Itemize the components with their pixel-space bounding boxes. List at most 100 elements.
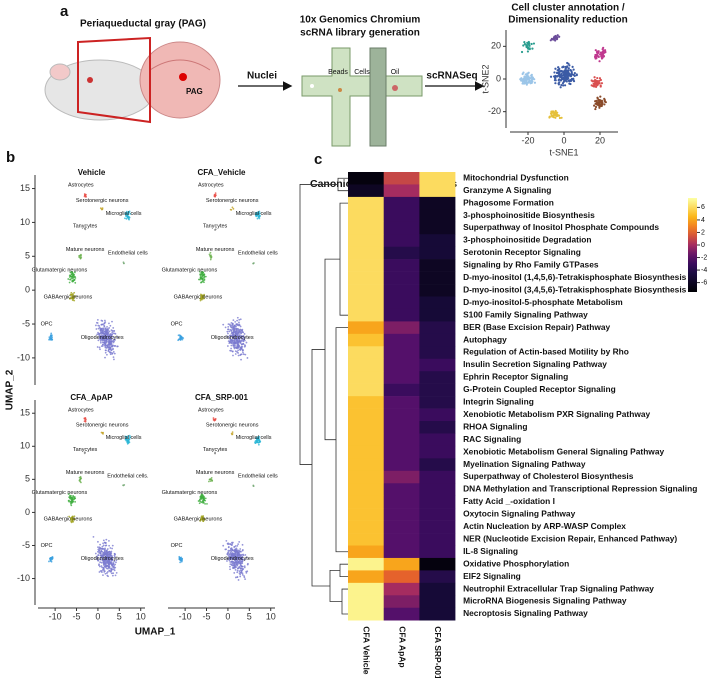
umap-dot bbox=[99, 207, 102, 210]
umap-dot bbox=[242, 343, 245, 345]
chip-label: Oil bbox=[391, 69, 400, 76]
umap-dot bbox=[241, 543, 244, 546]
umap-dot bbox=[69, 297, 71, 299]
umap-dot bbox=[104, 563, 107, 566]
colorbar-tick-label: -4 bbox=[701, 267, 707, 274]
umap-dot bbox=[232, 552, 235, 555]
umap-dot bbox=[72, 279, 75, 282]
row-label: RHOA Signaling bbox=[463, 421, 527, 431]
umap-dot bbox=[83, 193, 86, 195]
umap-dot bbox=[230, 332, 233, 335]
umap-dot bbox=[246, 563, 249, 566]
umap-dot bbox=[238, 318, 241, 321]
scatter-dot bbox=[593, 76, 596, 79]
umap-dot bbox=[102, 544, 105, 547]
row-label: RAC Signaling bbox=[463, 434, 521, 444]
umap-dot bbox=[51, 556, 54, 559]
umap-dot bbox=[229, 339, 232, 342]
umap-plot bbox=[48, 193, 132, 361]
heatmap-cell bbox=[348, 595, 384, 609]
umap-dot bbox=[97, 540, 99, 543]
scatter-dot bbox=[552, 75, 556, 78]
umap-dot bbox=[230, 564, 233, 566]
scatter-dot bbox=[592, 85, 596, 88]
umap-dot bbox=[70, 504, 73, 507]
umap-dot bbox=[125, 217, 128, 220]
umap-dot bbox=[110, 558, 113, 561]
cell-type-label: Mature neurons bbox=[66, 247, 105, 253]
heatmap-cell bbox=[383, 221, 420, 235]
scatter-dot bbox=[555, 37, 558, 40]
scatter-dot bbox=[566, 71, 569, 74]
scatter-dot bbox=[598, 106, 601, 109]
heatmap-cell bbox=[383, 458, 420, 472]
scatter-dot bbox=[564, 67, 567, 70]
heatmap-cell bbox=[348, 520, 384, 534]
x-tick-label: 0 bbox=[225, 611, 230, 621]
umap-dot bbox=[238, 565, 241, 568]
heatmap-cell bbox=[383, 321, 420, 335]
cell-type-label: Microglial cells bbox=[106, 435, 142, 441]
heatmap-cell bbox=[348, 308, 384, 322]
umap-dot bbox=[94, 324, 97, 327]
step-title: Cell cluster annotation / bbox=[511, 3, 625, 14]
scatter-dot bbox=[558, 71, 561, 74]
umap-dot bbox=[203, 498, 205, 501]
umap-dot bbox=[73, 299, 76, 302]
row-label: D-myo-inositol (3,4,5,6)-Tetrakisphospha… bbox=[463, 284, 687, 294]
umap-dot bbox=[74, 295, 77, 297]
umap-dot bbox=[107, 565, 110, 568]
umap-dot bbox=[126, 441, 129, 444]
umap-dot bbox=[68, 274, 71, 277]
heatmap-cell bbox=[419, 508, 456, 521]
umap-dot bbox=[104, 572, 107, 575]
heatmap-cell bbox=[419, 221, 456, 235]
umap-dot bbox=[104, 335, 107, 337]
heatmap-cell bbox=[383, 408, 420, 422]
row-label: NER (Nucleotide Excision Repair, Enhance… bbox=[463, 533, 677, 543]
umap-dot bbox=[102, 567, 105, 570]
umap-dot bbox=[71, 299, 74, 302]
heatmap-cell bbox=[348, 321, 384, 335]
umap-dot bbox=[228, 337, 231, 340]
scatter-dot bbox=[561, 76, 564, 80]
y-tick-label: 10 bbox=[20, 441, 30, 451]
umap-dot bbox=[200, 495, 203, 498]
umap-dot bbox=[101, 547, 104, 550]
umap-dot bbox=[95, 328, 98, 330]
umap-dot bbox=[128, 441, 131, 444]
umap-dot bbox=[107, 331, 109, 333]
umap-dot bbox=[103, 549, 106, 552]
heatmap-cell bbox=[383, 346, 420, 360]
x-tick-label: 20 bbox=[595, 135, 605, 145]
umap-dot bbox=[229, 551, 232, 554]
umap-dot bbox=[101, 545, 104, 548]
heatmap-cell bbox=[383, 470, 420, 484]
umap-dot bbox=[244, 558, 246, 561]
heatmap-cell bbox=[383, 533, 420, 546]
scatter-dot bbox=[557, 78, 561, 81]
umap-dot bbox=[107, 350, 110, 353]
umap-dot bbox=[125, 214, 127, 217]
umap-dot bbox=[240, 557, 243, 560]
umap-dot bbox=[238, 572, 241, 574]
umap-dot bbox=[100, 208, 103, 211]
umap-dot bbox=[201, 297, 203, 300]
pag-label: PAG bbox=[186, 87, 203, 96]
umap-dot bbox=[129, 436, 131, 439]
heatmap-cell bbox=[348, 533, 384, 546]
heatmap-cell bbox=[419, 371, 456, 384]
umap-dot bbox=[228, 342, 231, 344]
scatter-dot bbox=[526, 50, 530, 53]
umap-dot bbox=[99, 332, 102, 335]
umap-dot bbox=[240, 570, 243, 572]
umap-dot bbox=[182, 337, 185, 339]
y-tick-label: -10 bbox=[17, 352, 30, 362]
umap-dot bbox=[228, 323, 231, 326]
scatter-dot bbox=[551, 110, 554, 113]
umap-dot bbox=[99, 543, 102, 546]
umap-dot bbox=[231, 431, 234, 434]
umap-dot bbox=[71, 276, 74, 278]
umap-dot bbox=[230, 547, 232, 550]
scatter-dot bbox=[570, 71, 573, 74]
